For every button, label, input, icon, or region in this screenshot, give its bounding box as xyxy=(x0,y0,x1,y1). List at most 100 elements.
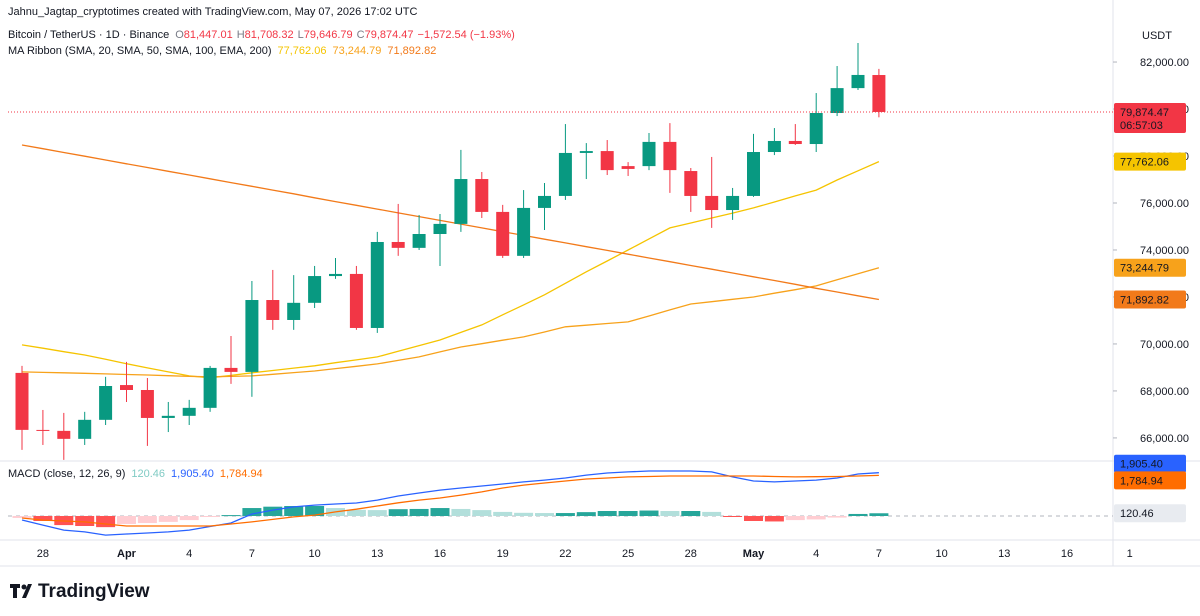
candle-body xyxy=(203,367,217,408)
candle-body xyxy=(287,302,301,320)
histogram-bar xyxy=(514,512,534,516)
candle-body xyxy=(579,151,593,153)
histogram-bar xyxy=(367,510,387,516)
candle-body xyxy=(140,389,154,418)
candle-body xyxy=(726,195,740,211)
candle-body xyxy=(600,151,614,171)
x-tick-label: Apr xyxy=(117,548,137,560)
ma-line xyxy=(21,144,880,301)
candle-body xyxy=(120,385,133,390)
ma-legend: MA Ribbon (SMA, 20, SMA, 50, SMA, 100, E… xyxy=(8,45,436,57)
candle-body xyxy=(621,166,635,169)
candle-body xyxy=(788,140,802,145)
histogram-bar xyxy=(702,511,722,516)
histogram-bar xyxy=(597,511,617,516)
macd-line xyxy=(21,474,879,527)
ma-line xyxy=(21,161,880,379)
candle-body xyxy=(642,141,656,167)
x-tick-label: 4 xyxy=(813,548,819,560)
histogram-bar xyxy=(75,516,95,526)
candle-body xyxy=(36,429,50,431)
ma-last-label-box xyxy=(1114,290,1186,309)
macd-last-label: 1,905.40 xyxy=(1120,459,1163,471)
candle-body xyxy=(663,141,677,171)
ma-title: MA Ribbon (SMA, 20, SMA, 50, SMA, 100, E… xyxy=(8,45,272,57)
histogram-bar xyxy=(764,516,784,522)
candle-body xyxy=(78,419,92,439)
candle-body xyxy=(851,74,865,89)
histogram-bar xyxy=(388,509,408,516)
histogram-bar xyxy=(137,516,157,524)
candle-body xyxy=(182,407,196,416)
histogram-bar xyxy=(221,515,241,517)
candle-body xyxy=(308,276,322,303)
candle-body xyxy=(224,367,238,372)
histogram-bar xyxy=(430,508,450,516)
histogram-bar xyxy=(263,506,283,516)
ma-value: 77,762.06 xyxy=(278,45,327,57)
x-tick-label: 10 xyxy=(308,548,320,560)
x-tick-label: 7 xyxy=(876,548,882,560)
legend-value: 79,646.79 xyxy=(304,29,353,41)
candle-body xyxy=(370,241,384,328)
histogram-bar xyxy=(472,510,492,516)
macd-value: 1,905.40 xyxy=(171,468,214,480)
x-tick-label: 19 xyxy=(497,548,509,560)
candle-body xyxy=(558,152,572,196)
histogram-bar xyxy=(200,516,220,517)
candle-body xyxy=(767,140,781,153)
histogram-bar xyxy=(681,511,701,516)
price-last-label: 79,874.47 xyxy=(1120,107,1169,119)
histogram-bar xyxy=(827,516,847,518)
histogram-bar xyxy=(96,516,116,528)
histogram-bar xyxy=(576,512,596,516)
macd-legend: MACD (close, 12, 26, 9) 120.46 1,905.40 1,7… xyxy=(8,468,263,480)
candle-body xyxy=(245,300,259,372)
logo-dot xyxy=(21,584,27,590)
macd-last-label: 1,784.94 xyxy=(1120,475,1163,487)
histogram-bar xyxy=(305,506,325,516)
candle-body xyxy=(15,372,29,430)
x-tick-label: 13 xyxy=(371,548,383,560)
histogram-bar xyxy=(869,513,889,516)
symbol: Bitcoin / TetherUS · 1D · Binance xyxy=(8,29,169,41)
macd-last-label-box xyxy=(1114,471,1186,490)
macd-title: MACD (close, 12, 26, 9) xyxy=(8,468,125,480)
legend-value: 81,447.01 xyxy=(184,29,233,41)
candle-body xyxy=(496,211,510,256)
histogram-bar xyxy=(618,511,638,516)
legend-value: 79,874.47 xyxy=(365,29,414,41)
histogram-bar xyxy=(555,513,575,516)
candle-body xyxy=(475,179,489,212)
histogram-bar xyxy=(12,516,32,518)
ma-last-label: 77,762.06 xyxy=(1120,157,1169,169)
y-tick-label: 70,000.00 xyxy=(1140,339,1189,351)
brand: TradingView xyxy=(38,581,150,602)
x-tick-label: 7 xyxy=(249,548,255,560)
logo-icon xyxy=(10,584,32,598)
candle-body xyxy=(391,241,405,248)
candle-body xyxy=(684,171,698,196)
histogram-bar xyxy=(117,516,136,524)
histogram-bar xyxy=(848,513,868,516)
histogram-bar xyxy=(346,509,366,516)
x-tick-label: 16 xyxy=(434,548,446,560)
histogram-bar xyxy=(493,511,513,516)
macd-last-label-box xyxy=(1114,454,1186,473)
y-tick-label: 82,000.00 xyxy=(1140,57,1189,69)
x-tick-label: 28 xyxy=(685,548,697,560)
price-box xyxy=(1114,102,1186,133)
histogram-bar xyxy=(806,516,826,520)
candle-body xyxy=(433,223,447,234)
x-tick-label: 1 xyxy=(1127,548,1133,560)
ma-value: 73,244.79 xyxy=(332,45,381,57)
candle-body xyxy=(517,207,531,256)
histogram-bar xyxy=(158,516,178,522)
histogram-bar xyxy=(744,516,763,521)
legend-key: L xyxy=(298,29,304,41)
x-tick-label: May xyxy=(743,548,765,560)
candle-body xyxy=(830,88,844,114)
y-tick-label: 68,000.00 xyxy=(1140,386,1189,398)
